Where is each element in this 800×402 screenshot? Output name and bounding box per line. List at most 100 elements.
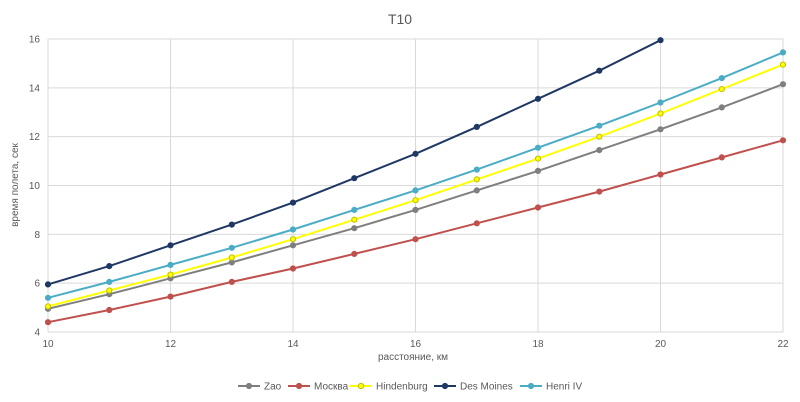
data-point — [44, 319, 52, 326]
data-point — [44, 294, 52, 301]
x-axis-title: расстояние, км — [378, 352, 448, 363]
data-point — [779, 61, 787, 68]
y-axis-title: время полета, сек — [10, 142, 21, 226]
x-tick-label: 14 — [287, 339, 299, 350]
data-point — [596, 188, 603, 195]
data-point — [228, 254, 235, 261]
data-point — [106, 306, 113, 314]
data-point — [106, 263, 113, 270]
data-point — [106, 287, 113, 294]
series-lines — [44, 37, 787, 326]
legend-swatch-marker — [527, 382, 535, 390]
data-point — [351, 206, 358, 213]
data-point — [228, 244, 235, 251]
legend-item: Hindenburg — [350, 382, 428, 393]
data-point — [351, 225, 358, 232]
data-point — [473, 166, 480, 173]
data-point — [534, 95, 542, 102]
legend-label: Des Moines — [460, 382, 513, 393]
data-point — [412, 187, 419, 194]
legend-label: Zao — [264, 382, 282, 393]
data-point — [596, 122, 603, 129]
data-point — [596, 133, 603, 140]
data-point — [779, 137, 787, 144]
data-point — [167, 242, 174, 249]
x-tick-label: 18 — [532, 339, 544, 350]
data-point — [534, 144, 542, 151]
data-point — [779, 49, 787, 56]
legend-swatch-marker — [441, 382, 449, 390]
y-tick-label: 12 — [29, 132, 41, 143]
data-point — [596, 147, 603, 154]
data-point — [289, 242, 297, 249]
data-point — [351, 250, 358, 257]
x-tick-label: 20 — [655, 339, 667, 350]
series-Zao — [44, 81, 787, 312]
legend-item: Des Moines — [434, 382, 513, 393]
data-point — [228, 221, 235, 228]
legend-label: Hindenburg — [376, 382, 428, 393]
data-point — [351, 175, 358, 182]
x-tick-label: 22 — [777, 339, 789, 350]
data-point — [106, 278, 113, 285]
data-point — [534, 204, 542, 211]
data-point — [657, 99, 664, 106]
y-tick-label: 4 — [34, 328, 40, 339]
data-point — [228, 278, 235, 285]
legend: Zao Москва Hindenburg Des Moines Henri IV — [238, 382, 582, 393]
data-point — [718, 154, 725, 161]
data-point — [473, 187, 480, 194]
x-tick-label: 10 — [42, 339, 54, 350]
data-point — [412, 206, 419, 213]
series-Москва — [44, 137, 787, 326]
x-tick-label: 16 — [410, 339, 422, 350]
data-point — [779, 81, 787, 88]
series-Hindenburg — [44, 61, 787, 310]
data-point — [412, 236, 419, 243]
legend-item: Zao — [238, 382, 282, 393]
data-point — [596, 67, 603, 74]
data-point — [289, 265, 297, 272]
data-point — [289, 236, 297, 243]
legend-swatch-marker — [295, 382, 303, 390]
series-line — [47, 39, 662, 286]
data-point — [167, 293, 174, 300]
data-point — [167, 271, 174, 278]
data-point — [289, 199, 297, 206]
data-point — [412, 197, 419, 204]
data-point — [289, 226, 297, 233]
data-point — [657, 37, 664, 44]
data-point — [657, 171, 664, 178]
data-point — [657, 110, 664, 117]
data-point — [473, 176, 480, 183]
y-tick-label: 10 — [29, 181, 41, 192]
legend-label: Henri IV — [546, 382, 582, 393]
legend-item: Москва — [288, 382, 349, 393]
legend-label: Москва — [314, 382, 349, 393]
legend-swatch-marker — [357, 382, 365, 390]
x-tick-label: 12 — [165, 339, 177, 350]
x-axis-ticks: 10 12 14 16 18 20 22 — [42, 339, 789, 350]
data-point — [718, 104, 725, 111]
legend-item: Henri IV — [520, 382, 582, 393]
data-point — [351, 216, 358, 223]
series-Henri IV — [44, 49, 787, 301]
y-tick-label: 14 — [29, 83, 41, 94]
gridlines — [47, 38, 784, 333]
legend-swatch-marker — [245, 382, 253, 390]
chart-title: T10 — [388, 11, 412, 27]
data-point — [473, 220, 480, 227]
y-tick-label: 16 — [29, 35, 41, 46]
y-tick-label: 8 — [34, 230, 40, 241]
data-point — [473, 123, 480, 131]
data-point — [534, 167, 542, 174]
data-point — [167, 261, 174, 268]
data-point — [718, 86, 725, 93]
data-point — [412, 150, 419, 157]
data-point — [718, 75, 725, 82]
data-point — [44, 303, 52, 310]
series-Des Moines — [44, 37, 664, 288]
y-tick-label: 6 — [34, 279, 40, 290]
